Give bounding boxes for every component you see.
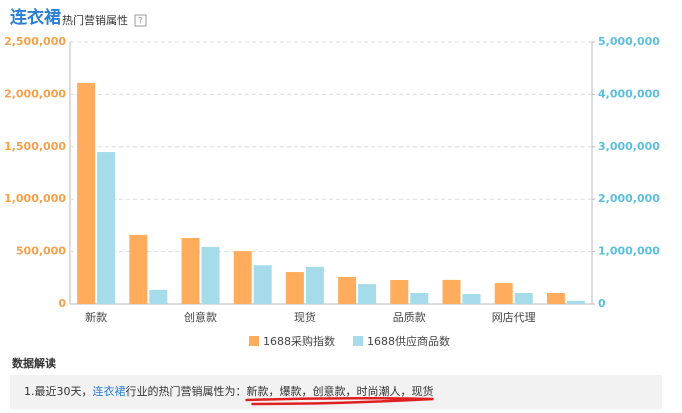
bar	[285, 272, 304, 304]
legend-label: 1688采购指数	[263, 334, 335, 348]
bar	[149, 289, 168, 304]
y2-tick-label: 4,000,000	[598, 87, 660, 100]
chart-title: 连衣裙	[10, 7, 61, 28]
bar	[129, 234, 148, 304]
bar	[338, 276, 357, 304]
y-tick-label: 2,500,000	[4, 35, 66, 48]
bar	[201, 246, 220, 304]
y-tick-label: 1,000,000	[4, 192, 66, 205]
y2-tick-label: 3,000,000	[598, 140, 660, 153]
bar	[462, 294, 481, 304]
bar	[442, 279, 461, 304]
legend-swatch	[249, 336, 259, 346]
bar	[77, 82, 96, 304]
y-tick-label: 1,500,000	[4, 140, 66, 153]
y2-tick-label: 5,000,000	[598, 35, 660, 48]
bar	[494, 283, 513, 304]
bar	[305, 266, 324, 304]
y2-tick-label: 1,000,000	[598, 245, 660, 258]
bar	[233, 251, 252, 304]
chart: 连衣裙 热门营销属性 ? 0 500,000 1,000,000 1,500,000 2…	[4, 7, 660, 348]
x-tick-label: 现货	[294, 310, 316, 324]
legend-swatch	[353, 336, 363, 346]
help-icon[interactable]: ?	[138, 17, 143, 27]
bar	[97, 152, 116, 304]
bar	[253, 265, 272, 304]
note-attributes: 新款，爆款，创意款，时尚潮人，现货	[246, 385, 434, 398]
bar	[358, 284, 377, 304]
y2-tick-label: 2,000,000	[598, 192, 660, 205]
x-tick-label: 品质款	[393, 310, 426, 324]
bar	[390, 280, 409, 304]
bar	[566, 300, 585, 304]
bar	[181, 237, 200, 304]
legend-label: 1688供应商品数	[367, 334, 450, 348]
note-keyword: 连衣裙	[92, 385, 126, 398]
bar	[546, 292, 565, 304]
bar	[514, 292, 533, 304]
analysis-heading: 数据解读	[12, 357, 56, 370]
note-middle: 行业的热门营销属性为：	[125, 385, 247, 398]
y2-tick-label: 0	[598, 297, 606, 310]
x-tick-label: 网店代理	[492, 310, 536, 324]
help-icon-box[interactable]	[134, 14, 147, 27]
bar	[410, 292, 429, 304]
x-tick-label: 创意款	[184, 310, 217, 324]
note-prefix: 1.最近30天，	[24, 385, 93, 398]
x-tick-label: 新款	[85, 310, 107, 324]
y-tick-label: 500,000	[16, 245, 66, 258]
y-tick-label: 0	[58, 297, 66, 310]
analysis-note: 1.最近30天，连衣裙行业的热门营销属性为：新款，爆款，创意款，时尚潮人，现货	[10, 375, 662, 409]
y-tick-label: 2,000,000	[4, 87, 66, 100]
chart-subtitle: 热门营销属性	[62, 13, 128, 27]
